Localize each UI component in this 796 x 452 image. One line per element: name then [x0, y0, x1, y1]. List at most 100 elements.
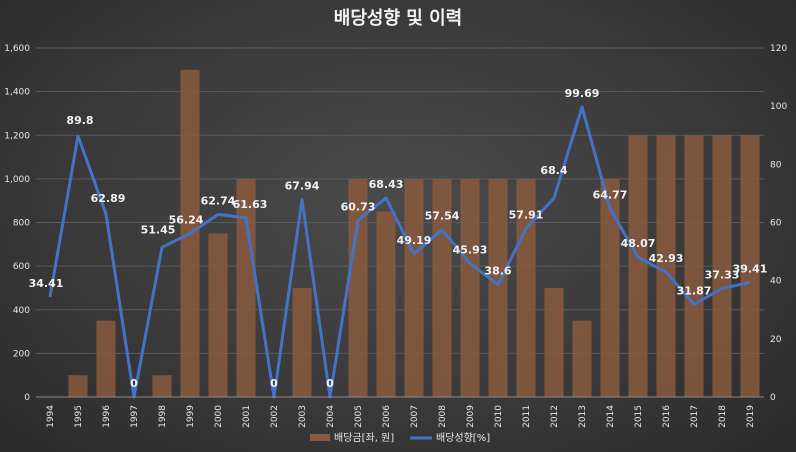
- x-tick-1997: 1997: [130, 405, 140, 428]
- legend-bar-swatch: [310, 434, 330, 441]
- data-label-1999: 56.24: [169, 213, 204, 226]
- x-tick-1996: 1996: [102, 405, 112, 428]
- bar-2015: [628, 135, 648, 397]
- legend-bar-label: 배당금[좌, 원]: [334, 432, 394, 444]
- bar-2016: [656, 135, 676, 397]
- data-label-2007: 49.19: [397, 234, 432, 247]
- legend-line-label: 배당성향[%]: [436, 432, 490, 444]
- data-label-2013: 99.69: [565, 87, 600, 100]
- bar-2005: [348, 178, 368, 397]
- data-label-2001: 61.63: [233, 198, 268, 211]
- data-label-2004: 0: [326, 377, 334, 390]
- data-label-2009: 45.93: [453, 243, 488, 256]
- left-axis-tick: 1,200: [4, 131, 30, 141]
- left-axis-tick: 400: [13, 306, 30, 316]
- left-axis-tick: 200: [13, 349, 30, 359]
- x-tick-2005: 2005: [354, 405, 364, 428]
- x-tick-2016: 2016: [662, 405, 672, 428]
- right-axis-tick: 40: [770, 277, 782, 287]
- x-tick-2018: 2018: [718, 405, 728, 428]
- bar-1998: [152, 375, 172, 397]
- bar-2014: [600, 178, 620, 397]
- data-label-2008: 57.54: [425, 210, 460, 223]
- data-label-2017: 31.87: [677, 284, 712, 297]
- x-tick-2012: 2012: [550, 405, 560, 428]
- left-axis-tick: 600: [13, 262, 30, 272]
- right-axis-tick: 120: [770, 44, 787, 54]
- x-axis: 1994 1995 1996 1997 1998 1999 2000 2001 2002 2003…: [36, 396, 764, 428]
- x-tick-2004: 2004: [326, 405, 336, 428]
- data-label-2019: 39.41: [733, 262, 768, 275]
- right-axis-tick: 80: [770, 160, 782, 170]
- data-label-1996: 62.89: [91, 192, 126, 205]
- data-label-2012: 68.4: [540, 164, 567, 177]
- data-label-2011: 57.91: [509, 209, 544, 222]
- x-tick-2013: 2013: [578, 405, 588, 428]
- data-label-2014: 64.77: [593, 189, 628, 202]
- bar-2001: [236, 178, 256, 397]
- x-tick-2014: 2014: [606, 405, 616, 428]
- data-label-2010: 38.6: [484, 265, 511, 278]
- data-label-2016: 42.93: [649, 252, 684, 265]
- bar-2003: [292, 287, 312, 397]
- data-label-2003: 67.94: [285, 179, 320, 192]
- bar-2017: [684, 135, 704, 397]
- right-axis-tick: 100: [770, 102, 787, 112]
- left-axis-tick: 0: [24, 393, 30, 403]
- bar-2007: [404, 178, 424, 397]
- x-tick-2000: 2000: [214, 405, 224, 428]
- data-label-1995: 89.8: [66, 114, 93, 127]
- left-axis-tick: 1,400: [4, 88, 30, 98]
- x-tick-1998: 1998: [158, 405, 168, 428]
- x-tick-2011: 2011: [522, 405, 532, 428]
- left-axis-tick: 800: [13, 219, 30, 229]
- bar-series: [68, 69, 760, 397]
- bar-2011: [516, 178, 536, 397]
- bar-2000: [208, 233, 228, 397]
- left-axis-tick: 1,600: [4, 44, 30, 54]
- bar-2012: [544, 287, 564, 397]
- data-label-2006: 68.43: [369, 178, 404, 191]
- left-y-axis: 0 200 400 600 800 1,000 1,200 1,400 1,600: [4, 44, 30, 403]
- x-tick-2015: 2015: [634, 405, 644, 428]
- x-tick-1999: 1999: [186, 405, 196, 428]
- payout-ratio-line: [48, 105, 751, 399]
- x-tick-2003: 2003: [298, 405, 308, 428]
- right-axis-tick: 0: [770, 393, 776, 403]
- x-tick-2019: 2019: [746, 405, 756, 428]
- data-label-2015: 48.07: [621, 237, 656, 250]
- right-y-axis: 0 20 40 60 80 100 120: [770, 44, 787, 403]
- x-tick-2017: 2017: [690, 405, 700, 428]
- data-label-1997: 0: [130, 377, 138, 390]
- bar-1996: [96, 320, 116, 397]
- x-tick-1994: 1994: [46, 405, 56, 428]
- x-tick-2001: 2001: [242, 405, 252, 428]
- bar-2006: [376, 211, 396, 397]
- right-axis-tick: 20: [770, 335, 782, 345]
- x-tick-2006: 2006: [382, 405, 392, 428]
- chart-title: 배당성향 및 이력: [334, 8, 462, 29]
- data-label-1994: 34.41: [29, 277, 64, 290]
- data-label-2000: 62.74: [201, 195, 236, 208]
- bar-1995: [68, 375, 88, 397]
- x-tick-2009: 2009: [466, 405, 476, 428]
- x-tick-2008: 2008: [438, 405, 448, 428]
- bar-2009: [460, 178, 480, 397]
- right-axis-tick: 60: [770, 219, 782, 229]
- x-tick-2010: 2010: [494, 405, 504, 428]
- bar-2013: [572, 320, 592, 397]
- x-tick-2002: 2002: [270, 405, 280, 428]
- data-label-2018: 37.33: [705, 268, 740, 281]
- bar-2018: [712, 135, 732, 397]
- data-label-1998: 51.45: [141, 223, 176, 236]
- bar-2010: [488, 178, 508, 397]
- x-tick-1995: 1995: [74, 405, 84, 428]
- line-series: [48, 105, 751, 399]
- left-axis-tick: 1,000: [4, 175, 30, 185]
- bar-2019: [740, 135, 760, 397]
- data-label-2002: 0: [270, 377, 278, 390]
- legend: 배당금[좌, 원] 배당성향[%]: [310, 432, 490, 444]
